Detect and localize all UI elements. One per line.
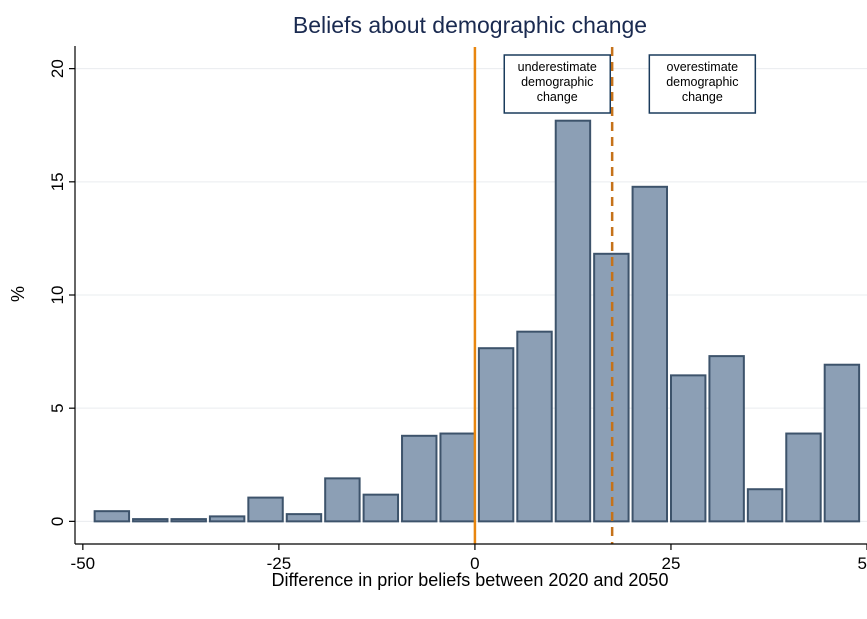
x-axis-title: Difference in prior beliefs between 2020…	[272, 570, 669, 590]
annotation-text: demographic	[666, 75, 738, 89]
bar	[93, 510, 131, 523]
bar	[593, 252, 630, 523]
y-tick-label: 20	[48, 59, 67, 78]
y-axis-title: %	[8, 286, 28, 302]
x-tick-label: -50	[71, 554, 96, 573]
bar	[285, 513, 323, 523]
annotation-box	[503, 54, 612, 114]
annotation-text: demographic	[521, 75, 593, 89]
axes: 0 5 10 15 20 -50 -25 0 25 50	[48, 46, 867, 573]
y-tick-label: 0	[48, 517, 67, 526]
bar	[247, 496, 284, 523]
annotation-text: overestimate	[667, 60, 739, 74]
bar	[670, 374, 707, 523]
reference-lines	[473, 47, 614, 544]
annotation-text: underestimate	[518, 60, 597, 74]
bar	[823, 363, 861, 523]
x-tick-label: 50	[858, 554, 867, 573]
bar	[746, 488, 784, 523]
annotation-text: change	[682, 90, 723, 104]
bar	[208, 515, 246, 523]
annotation-box	[648, 54, 757, 114]
y-tick-label: 5	[48, 403, 67, 412]
bar	[631, 185, 668, 523]
x-tick-label: -25	[267, 554, 292, 573]
bar	[132, 518, 169, 523]
bar	[362, 493, 400, 523]
bar	[554, 119, 592, 523]
x-tick-label: 0	[470, 554, 479, 573]
bar	[477, 347, 515, 523]
x-tick-label: 25	[661, 554, 680, 573]
chart-title: Beliefs about demographic change	[293, 12, 647, 38]
bars	[93, 119, 861, 523]
bar	[324, 477, 361, 523]
annotations: underestimatedemographicchangeoverestima…	[503, 54, 757, 114]
y-tick-label: 10	[48, 286, 67, 305]
bar	[708, 355, 745, 523]
bar	[785, 432, 822, 523]
y-tick-label: 15	[48, 172, 67, 191]
bar	[516, 330, 553, 523]
bar	[439, 432, 476, 523]
bar	[401, 434, 438, 523]
annotation-text: change	[537, 90, 578, 104]
bar	[170, 518, 207, 523]
